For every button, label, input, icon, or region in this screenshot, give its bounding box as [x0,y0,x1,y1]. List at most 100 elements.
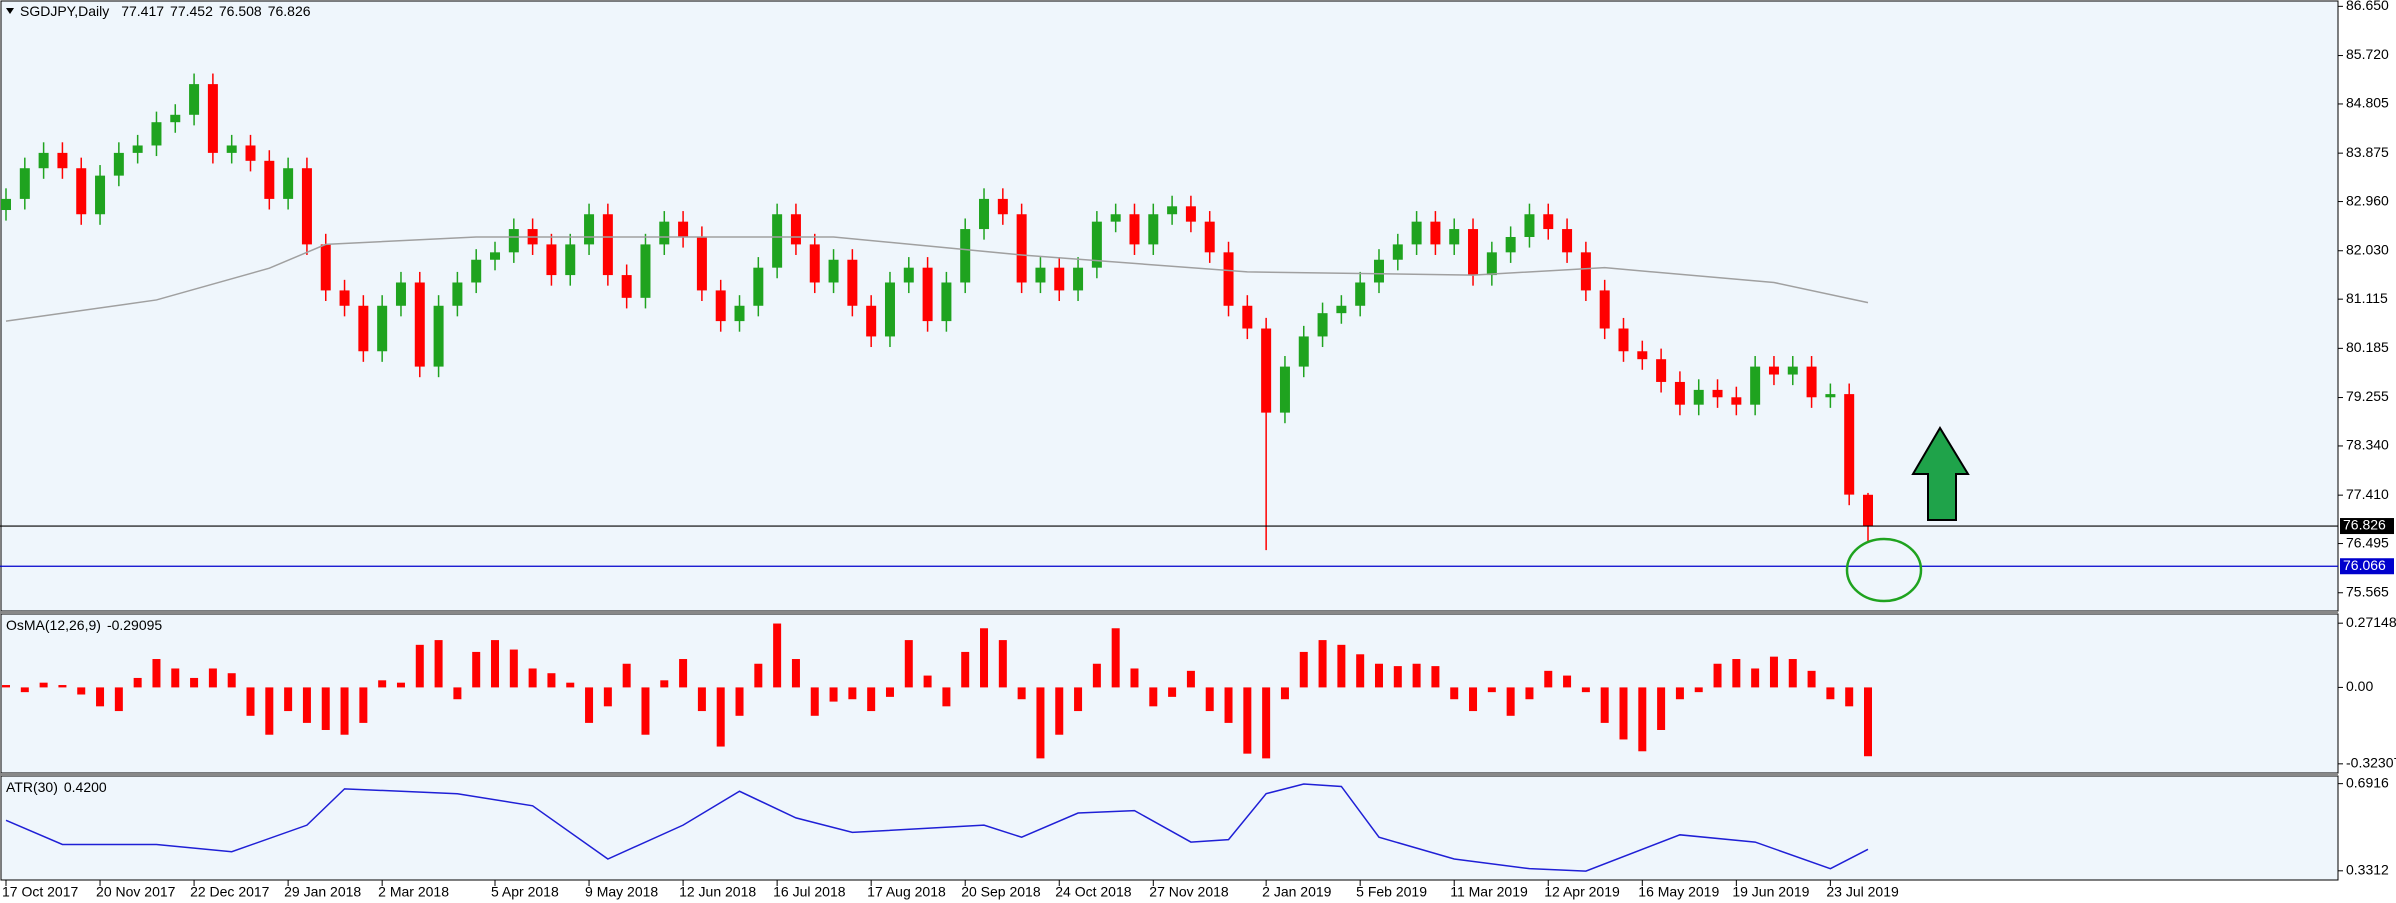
candle-body [922,267,933,322]
histogram-bar [265,687,274,735]
candle-body [226,145,237,153]
histogram-bar [1525,687,1534,700]
high-value: 77.452 [170,3,213,19]
candle-body [715,290,726,322]
candle-body [772,214,783,268]
x-tick-label: 17 Oct 2017 [2,884,78,900]
x-tick-label: 11 Mar 2019 [1450,884,1528,900]
histogram-bar [1713,663,1722,688]
candle-body [113,152,124,176]
histogram-bar [1619,687,1628,740]
candle-body [170,114,181,123]
histogram-bar [528,668,537,688]
histogram-bar [190,677,199,688]
x-tick-label: 29 Jan 2018 [284,884,361,900]
candle-body [132,145,143,153]
price-tag [2340,518,2394,535]
histogram-bar [1092,663,1101,688]
y-tick-label: 80.185 [2346,339,2389,355]
y-tick-label: 0.3312 [2346,862,2389,878]
candle-body [1148,214,1159,245]
histogram-bar [1130,668,1139,688]
candle-body [1204,221,1215,253]
candle-body [1693,389,1704,405]
candle-body [283,168,294,199]
candle-body [395,282,406,306]
histogram-bar [472,651,481,688]
candle-body [941,282,952,322]
candle-body [1844,394,1855,495]
candle-body [1110,214,1121,222]
y-tick-label: 82.030 [2346,241,2389,257]
candle-body [57,152,68,169]
candle-body [151,122,162,146]
candle-body [1599,290,1610,329]
histogram-bar [1431,666,1440,688]
y-tick-label: 84.805 [2346,95,2389,111]
histogram-bar [1864,687,1872,757]
menu-triangle[interactable] [6,8,14,14]
candle-body [1073,267,1084,291]
histogram-bar [679,659,688,688]
candle-body [358,305,369,352]
candle-body [19,168,30,199]
y-tick-label: 82.960 [2346,192,2389,208]
symbol-title: SGDJPY,Daily [20,3,109,19]
candle-body [1298,336,1309,367]
x-tick-label: 19 Jun 2019 [1732,884,1809,900]
histogram-bar [829,687,838,702]
candle-body [207,84,218,153]
histogram-bar [1638,687,1647,752]
x-tick-label: 2 Mar 2018 [378,884,449,900]
candle-body [1768,366,1779,375]
candle-body [189,84,200,115]
y-tick-label: 76.495 [2346,534,2389,550]
histogram-bar [152,659,161,688]
candle-body [979,198,990,230]
y-tick-label: 85.720 [2346,46,2389,62]
y-tick-label: 79.255 [2346,388,2389,404]
histogram-bar [1337,644,1346,688]
candle-body [1336,305,1347,314]
candle-body [1787,366,1798,375]
histogram-bar [1318,640,1327,688]
candle-body [1279,366,1290,413]
candle-body [1242,305,1253,329]
price-tag-label: 76.826 [2343,517,2386,533]
candle-body [95,175,106,215]
osma-current: -0.29095 [107,617,162,633]
candle-body [1355,282,1366,306]
candle-body [1430,221,1441,245]
histogram-bar [641,687,650,735]
candle-body [847,259,858,306]
circle-annotation [1845,537,1923,603]
histogram-bar [1751,668,1760,688]
histogram-bar [246,687,255,716]
candle-body [1223,252,1234,306]
y-tick-label: 0.27148 [2346,614,2396,630]
histogram-bar [1412,663,1421,688]
candle-body [1562,229,1573,253]
histogram-bar [1807,670,1816,688]
candle-body [866,305,877,337]
separator [0,773,2338,776]
histogram-bar [773,623,782,688]
x-tick-label: 27 Nov 2018 [1149,884,1229,900]
candle-body [884,282,895,337]
histogram-bar [1694,687,1703,693]
candle-body [1637,351,1648,360]
y-tick-label: 81.115 [2346,290,2388,306]
candle-body [1054,267,1065,291]
histogram-bar [77,687,86,695]
candle-body [508,229,519,253]
candle-body [38,152,49,169]
histogram-bar [58,685,67,688]
histogram-bar [227,673,236,688]
candle-body [659,221,670,245]
osma-title: OsMA(12,26,9) [6,617,101,633]
histogram-bar [1506,687,1515,716]
histogram-bar [547,673,556,688]
y-tick-label: 77.410 [2346,486,2389,502]
candle-body [264,160,275,199]
histogram-bar [1205,687,1214,712]
